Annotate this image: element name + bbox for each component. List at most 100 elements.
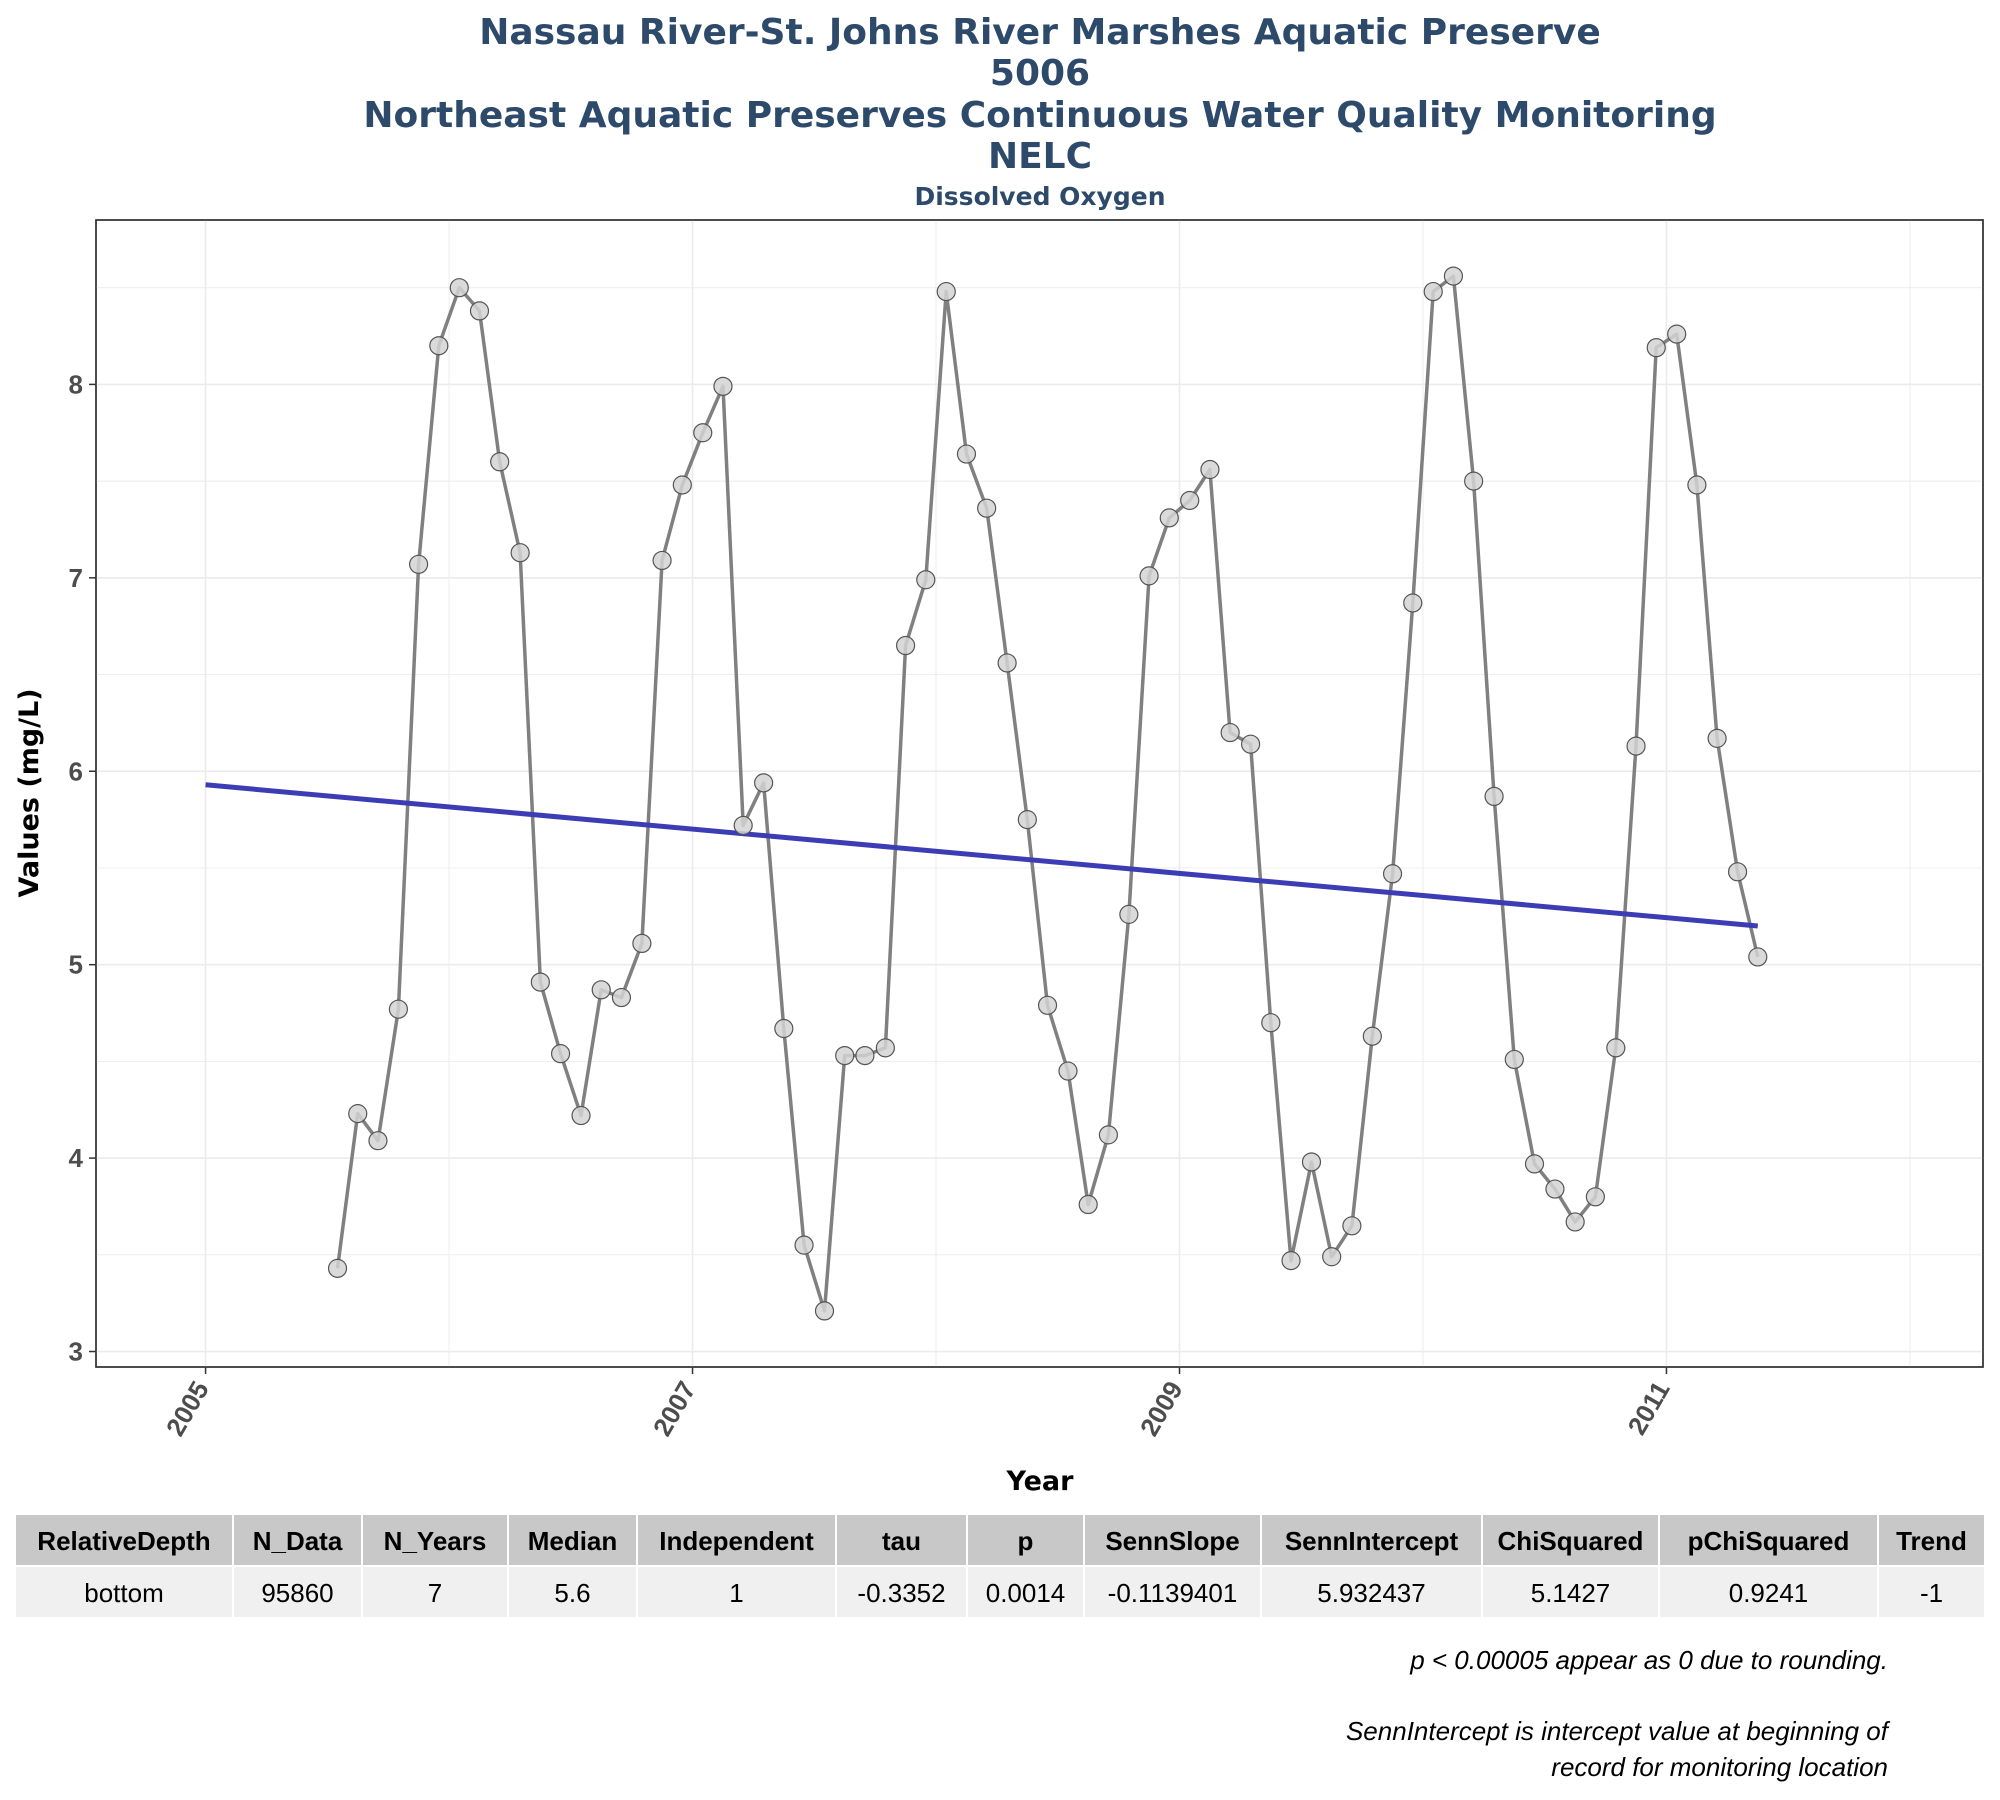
- y-axis-title: Values (mg/L): [14, 688, 45, 897]
- data-point: [1524, 1154, 1545, 1174]
- table-cell: [509, 1567, 636, 1617]
- table-cell-value: 5.6: [554, 1578, 590, 1608]
- data-point: [733, 815, 753, 836]
- table-header-cell: [1660, 1515, 1877, 1565]
- data-point: [510, 543, 530, 563]
- table-header-label: SennIntercept: [1285, 1526, 1459, 1556]
- table-header-label: Trend: [1896, 1526, 1967, 1556]
- table-header-label: RelativeDepth: [37, 1526, 210, 1556]
- y-tick-label: 3: [69, 1337, 83, 1367]
- table-header-cell: [837, 1515, 966, 1565]
- data-point: [1464, 471, 1484, 491]
- data-point: [713, 376, 733, 396]
- data-point: [1200, 459, 1220, 480]
- x-tick-label: 2005: [160, 1376, 215, 1441]
- data-point: [652, 550, 672, 571]
- table-cell-value: bottom: [84, 1578, 164, 1608]
- table-cell: [1262, 1567, 1481, 1617]
- data-point: [693, 423, 713, 443]
- table-cell-value: 7: [428, 1578, 442, 1608]
- data-point: [449, 278, 469, 298]
- table-header-label: ChiSquared: [1498, 1526, 1644, 1556]
- data-point: [550, 1044, 571, 1064]
- data-point: [1017, 810, 1037, 830]
- plot-border: [95, 219, 1984, 1368]
- data-point: [1058, 1061, 1078, 1081]
- table-header-label: N_Data: [253, 1526, 343, 1556]
- data-point: [490, 452, 510, 472]
- x-axis-title: Year: [1006, 1466, 1075, 1497]
- table-cell: [234, 1567, 361, 1617]
- data-point: [1220, 722, 1240, 743]
- data-point: [1382, 864, 1403, 884]
- data-point: [1139, 566, 1159, 586]
- data-point: [1646, 338, 1666, 358]
- chart-title-line3: Northeast Aquatic Preserves Continuous W…: [363, 95, 1716, 136]
- data-point: [794, 1235, 814, 1255]
- table-cell: [1879, 1567, 1984, 1617]
- data-point: [835, 1045, 855, 1066]
- data-point: [814, 1301, 835, 1321]
- table-cell-value: -0.1139401: [1108, 1578, 1238, 1608]
- table-header-cell: [234, 1515, 361, 1565]
- table-header-cell: [1262, 1515, 1481, 1565]
- data-point: [1159, 508, 1179, 528]
- table-cell-value: -0.3352: [857, 1578, 945, 1608]
- table-cell: [16, 1567, 232, 1617]
- table-header-cell: [968, 1515, 1083, 1565]
- data-point: [1180, 490, 1200, 511]
- data-point: [1626, 736, 1646, 756]
- data-points: [327, 266, 1768, 1321]
- y-tick-label: 4: [69, 1143, 84, 1173]
- table-header-label: Independent: [659, 1526, 814, 1556]
- data-point: [1078, 1194, 1098, 1215]
- plot-panel: [95, 219, 1984, 1368]
- table-header-cell: [1085, 1515, 1260, 1565]
- data-point: [1748, 947, 1768, 967]
- data-point: [916, 570, 936, 590]
- table-cell-value: 5.932437: [1317, 1578, 1425, 1608]
- table-header-label: N_Years: [384, 1526, 487, 1556]
- table-header-label: pChiSquared: [1688, 1526, 1850, 1556]
- footnote-intercept-line2: record for monitoring location: [1551, 1752, 1888, 1782]
- stats-table: RelativeDepth N_Data N_Years Median Independ…: [16, 1515, 1984, 1617]
- data-point: [368, 1131, 388, 1151]
- table-cell: [837, 1567, 966, 1617]
- data-point: [530, 972, 550, 992]
- data-point: [1281, 1251, 1301, 1271]
- table-header-label: p: [1018, 1526, 1034, 1556]
- data-point: [1098, 1125, 1119, 1145]
- table-header-label: tau: [882, 1526, 921, 1556]
- y-tick-label: 7: [69, 563, 83, 593]
- data-point: [1241, 734, 1261, 754]
- table-header-label: Median: [528, 1526, 618, 1556]
- data-point: [997, 653, 1017, 673]
- data-point: [1667, 324, 1687, 344]
- data-point: [977, 498, 997, 518]
- data-point: [754, 773, 774, 793]
- data-point: [672, 475, 692, 495]
- data-point: [956, 444, 977, 464]
- data-point: [1362, 1026, 1382, 1046]
- data-point: [1037, 995, 1058, 1015]
- chart-subtitle: Dissolved Oxygen: [914, 182, 1165, 211]
- data-point: [774, 1018, 794, 1039]
- y-tick-label: 8: [69, 369, 83, 399]
- data-point: [1403, 593, 1423, 613]
- data-point: [327, 1258, 348, 1278]
- data-point: [1261, 1013, 1281, 1033]
- data-point: [1342, 1216, 1362, 1236]
- data-point: [1565, 1212, 1585, 1232]
- chart-title-line1: Nassau River-St. Johns River Marshes Aqu…: [479, 12, 1601, 53]
- table-cell: [1085, 1567, 1260, 1617]
- data-point: [348, 1104, 368, 1124]
- y-tick-label: 5: [69, 950, 83, 980]
- data-point: [1423, 281, 1443, 302]
- data-point: [429, 336, 449, 356]
- table-header-label: SennSlope: [1105, 1526, 1239, 1556]
- data-point: [1707, 728, 1727, 748]
- footnote-intercept-line1: SennIntercept is intercept value at begi…: [1346, 1716, 1891, 1746]
- data-point: [1687, 475, 1707, 495]
- data-point: [1606, 1038, 1626, 1058]
